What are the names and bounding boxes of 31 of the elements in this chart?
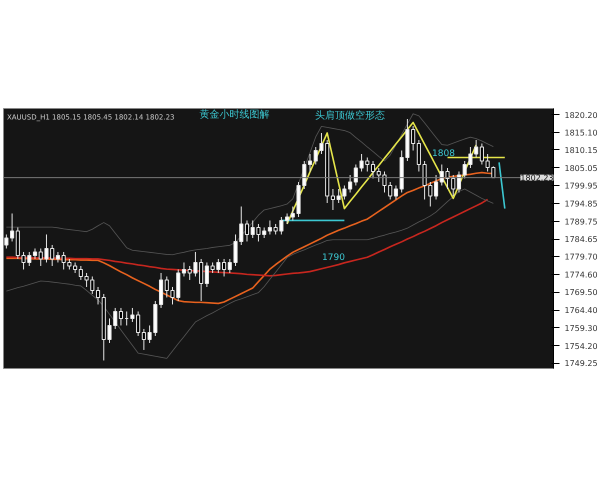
- candlestick: [342, 184, 346, 200]
- y-tick-label: 1769.50: [564, 288, 598, 298]
- y-tick-label: 1805.05: [564, 164, 598, 173]
- y-tick-label: 1774.60: [564, 270, 598, 280]
- candlestick: [348, 174, 352, 193]
- y-tick-label: 1789.75: [564, 217, 598, 226]
- y-tick-label: 1810.15: [564, 146, 598, 155]
- y-tick-label: 1794.85: [564, 200, 598, 209]
- y-tick-label: 1799.95: [564, 182, 598, 191]
- candlestick: [354, 164, 358, 186]
- ref-line-label: 1802.23: [520, 174, 554, 183]
- candlestick: [67, 258, 72, 270]
- candlestick: [416, 139, 421, 172]
- y-tick-label: 1754.20: [564, 342, 598, 351]
- line-series: [6, 188, 494, 359]
- candlestick: [73, 262, 78, 274]
- annotation: 1790: [322, 253, 346, 264]
- y-tick-label: 1784.65: [564, 235, 598, 244]
- y-tick-label: 1820.20: [564, 110, 598, 120]
- annotation: 1808: [432, 149, 456, 160]
- candlestick: [279, 216, 284, 235]
- annotation: 黄金小时线图解: [200, 108, 270, 120]
- candlestick: [480, 142, 484, 165]
- y-tick-label: 1815.10: [564, 128, 598, 138]
- candlestick: [486, 153, 490, 172]
- y-tick-label: 1779.70: [564, 252, 598, 262]
- candlestick: [4, 234, 8, 249]
- y-tick-label: 1759.30: [564, 324, 598, 333]
- y-tick-label: 1749.25: [564, 359, 598, 368]
- y-tick-label: 1764.40: [564, 306, 598, 316]
- annotation: 头肩顶做空形态: [315, 109, 385, 122]
